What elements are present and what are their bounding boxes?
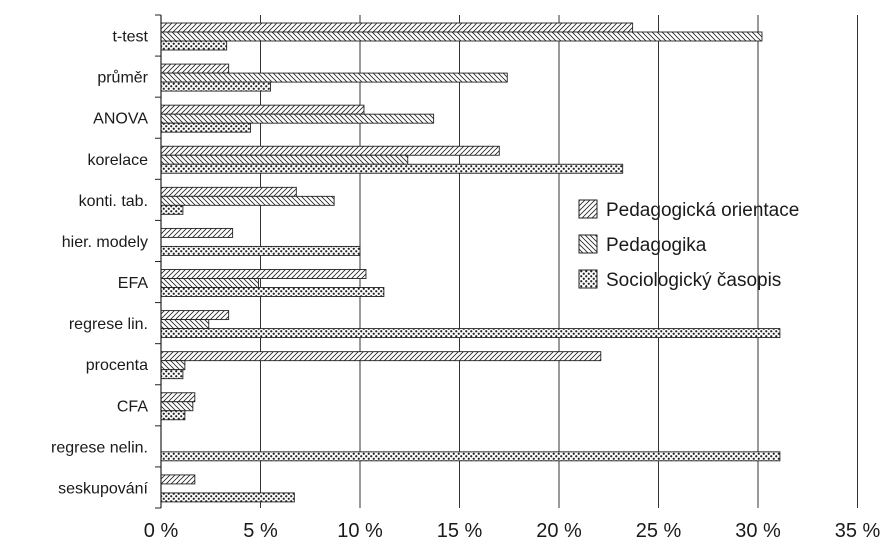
category-label-efa: EFA — [118, 275, 149, 292]
x-tick-label: 5 % — [243, 520, 278, 542]
axes — [155, 14, 162, 509]
category-label-regrese-nelin: regrese nelin. — [51, 439, 148, 456]
category-label-cfa: CFA — [117, 398, 148, 415]
bar-pedagogika-t-test — [160, 31, 763, 42]
category-label-prumer: průměr — [97, 69, 148, 87]
bar-pedagogika-procenta — [160, 360, 186, 371]
bar-sociologicky-casopis-procenta — [160, 369, 184, 380]
x-tick-label: 25 % — [636, 520, 682, 542]
legend-label-pedagogika: Pedagogika — [606, 235, 707, 256]
x-tick-label: 0 % — [144, 520, 179, 542]
x-tick-label: 10 % — [337, 520, 383, 542]
bars — [160, 22, 781, 503]
legend: Pedagogická orientace Pedagogika Sociologi… — [578, 199, 799, 291]
legend-label-pedagogicka-orientace: Pedagogická orientace — [606, 200, 799, 221]
category-label-hier-modely: hier. modely — [62, 234, 148, 251]
bar-pedagogika-cfa — [160, 401, 194, 412]
legend-swatch-pedagogicka-orientace — [578, 199, 598, 219]
category-label-procenta: procenta — [86, 357, 148, 374]
bar-sociologicky-casopis-prumer — [160, 81, 271, 92]
gridlines — [260, 15, 858, 508]
bar-sociologicky-casopis-t-test — [160, 40, 228, 51]
bar-pedagogicka-orientace-korelace — [160, 145, 500, 156]
bar-sociologicky-casopis-seskupovani — [160, 492, 295, 503]
bar-sociologicky-casopis-hier-modely — [160, 245, 361, 256]
bar-pedagogicka-orientace-konti-tab — [160, 186, 297, 197]
bar-sociologicky-casopis-regrese-lin — [160, 328, 781, 339]
bar-pedagogika-konti-tab — [160, 195, 335, 206]
bar-sociologicky-casopis-cfa — [160, 410, 186, 421]
bar-pedagogicka-orientace-anova — [160, 104, 365, 115]
category-label-konti-tab: konti. tab. — [79, 193, 148, 210]
bar-pedagogicka-orientace-t-test — [160, 22, 634, 33]
bar-pedagogicka-orientace-prumer — [160, 63, 230, 74]
category-labels: t-test průměr ANOVA korelace konti. tab. hier… — [51, 29, 149, 498]
x-tick-label: 30 % — [735, 520, 781, 542]
category-label-regrese-lin: regrese lin. — [69, 316, 148, 333]
bar-pedagogika-efa — [160, 278, 259, 288]
bar-pedagogika-korelace — [160, 154, 409, 165]
bar-pedagogicka-orientace-seskupovani — [160, 474, 196, 485]
bar-pedagogicka-orientace-efa — [160, 269, 367, 279]
bar-pedagogika-prumer — [160, 72, 508, 83]
category-label-korelace: korelace — [88, 152, 149, 169]
bar-pedagogicka-orientace-cfa — [160, 392, 196, 403]
x-tick-labels: 0 % 5 % 10 % 15 % 20 % 25 % 30 % 35 % — [144, 520, 881, 542]
bar-sociologicky-casopis-regrese-nelin — [160, 451, 781, 462]
bar-sociologicky-casopis-konti-tab — [160, 204, 184, 215]
bar-sociologicky-casopis-efa — [160, 287, 385, 297]
legend-label-sociologicky-casopis: Sociologický časopis — [606, 270, 781, 291]
category-label-seskupovani: seskupování — [58, 480, 148, 497]
legend-swatch-sociologicky-casopis — [578, 269, 598, 289]
bar-pedagogicka-orientace-procenta — [160, 351, 602, 362]
bar-pedagogicka-orientace-regrese-lin — [160, 310, 230, 321]
x-tick-label: 15 % — [437, 520, 483, 542]
legend-swatch-pedagogika — [578, 234, 598, 254]
x-tick-label: 20 % — [536, 520, 582, 542]
bar-pedagogicka-orientace-hier-modely — [160, 227, 234, 238]
bar-sociologicky-casopis-korelace — [160, 163, 624, 174]
x-tick-label: 35 % — [835, 520, 881, 542]
bar-sociologicky-casopis-anova — [160, 122, 252, 133]
bar-pedagogika-anova — [160, 113, 435, 124]
category-label-anova: ANOVA — [93, 111, 148, 128]
bar-pedagogika-regrese-lin — [160, 319, 210, 330]
category-label-t-test: t-test — [112, 29, 148, 46]
